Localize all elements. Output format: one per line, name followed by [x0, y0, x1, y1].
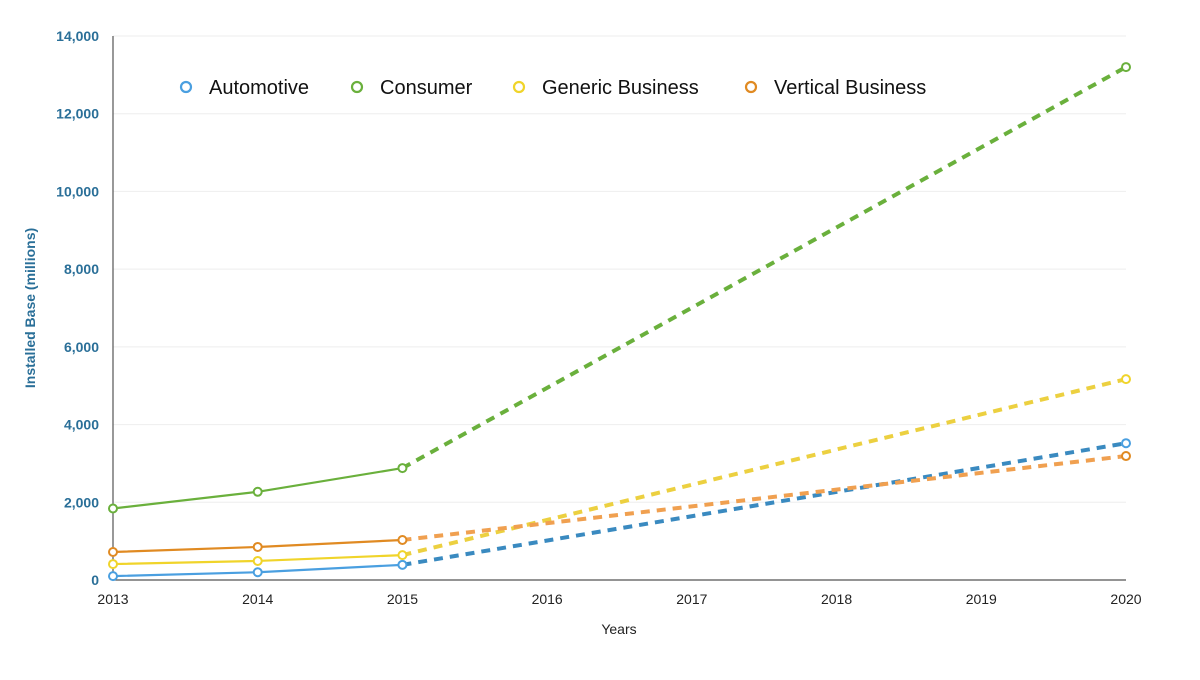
- x-tick-label: 2015: [387, 591, 418, 607]
- data-point[interactable]: [252, 486, 263, 497]
- legend-marker-icon: [744, 80, 758, 94]
- legend-label: Automotive: [209, 77, 309, 99]
- data-point[interactable]: [1121, 374, 1131, 385]
- legend-item[interactable]: Consumer: [350, 77, 473, 99]
- data-point[interactable]: [252, 555, 263, 566]
- series-line-projected: [401, 65, 1127, 470]
- series-automotive: [108, 438, 1131, 582]
- x-axis-label: Years: [601, 621, 636, 637]
- y-axis-label: Installed Base (millions): [22, 228, 38, 388]
- gridlines: [113, 35, 1126, 503]
- x-tick-label: 2014: [242, 591, 273, 607]
- x-tick-label: 2017: [676, 591, 707, 607]
- y-tick-label: 4,000: [64, 417, 99, 433]
- data-point[interactable]: [397, 534, 408, 545]
- data-point[interactable]: [108, 559, 118, 570]
- data-point[interactable]: [252, 567, 263, 578]
- series-group: [108, 62, 1131, 582]
- x-tick-label: 2019: [966, 591, 997, 607]
- x-axis-ticks: 2013 2014 2015 2016 2017 2018 2019 2020: [97, 591, 1141, 607]
- legend-item[interactable]: Vertical Business: [744, 77, 926, 99]
- legend-label: Vertical Business: [774, 77, 926, 99]
- data-point[interactable]: [108, 571, 118, 582]
- y-tick-label: 14,000: [56, 28, 99, 44]
- y-tick-label: 2,000: [64, 494, 99, 510]
- y-axis-ticks: 0 2,000 4,000 6,000 8,000 10,000 12,000 14,000: [56, 28, 99, 588]
- legend-marker-icon: [512, 80, 526, 94]
- data-point[interactable]: [1121, 451, 1131, 462]
- x-tick-label: 2018: [821, 591, 852, 607]
- series-consumer: [108, 62, 1131, 514]
- data-point[interactable]: [397, 550, 408, 561]
- data-point[interactable]: [397, 559, 408, 570]
- data-point[interactable]: [1121, 438, 1131, 449]
- series-generic-business: [108, 374, 1131, 570]
- legend-item[interactable]: Automotive: [179, 77, 309, 99]
- series-vertical-business: [108, 451, 1131, 558]
- data-point[interactable]: [108, 547, 118, 558]
- data-point[interactable]: [252, 541, 263, 552]
- x-tick-label: 2016: [532, 591, 563, 607]
- series-line-projected: [401, 377, 1127, 558]
- legend-marker-icon: [350, 80, 364, 94]
- data-point[interactable]: [1121, 62, 1131, 73]
- y-tick-label: 8,000: [64, 261, 99, 277]
- legend-item[interactable]: Generic Business: [512, 77, 699, 99]
- y-tick-label: 6,000: [64, 339, 99, 355]
- legend-label: Consumer: [380, 77, 473, 99]
- y-tick-label: 10,000: [56, 183, 99, 199]
- legend-label: Generic Business: [542, 77, 699, 99]
- y-tick-label: 0: [91, 572, 99, 588]
- series-line-projected: [402, 441, 1127, 567]
- data-point[interactable]: [397, 463, 408, 474]
- x-tick-label: 2020: [1110, 591, 1141, 607]
- legend-marker-icon: [179, 80, 193, 94]
- y-tick-label: 12,000: [56, 106, 99, 122]
- x-tick-label: 2013: [97, 591, 128, 607]
- legend: Automotive Consumer Generic Business Vertic…: [179, 77, 926, 99]
- data-point[interactable]: [108, 503, 118, 514]
